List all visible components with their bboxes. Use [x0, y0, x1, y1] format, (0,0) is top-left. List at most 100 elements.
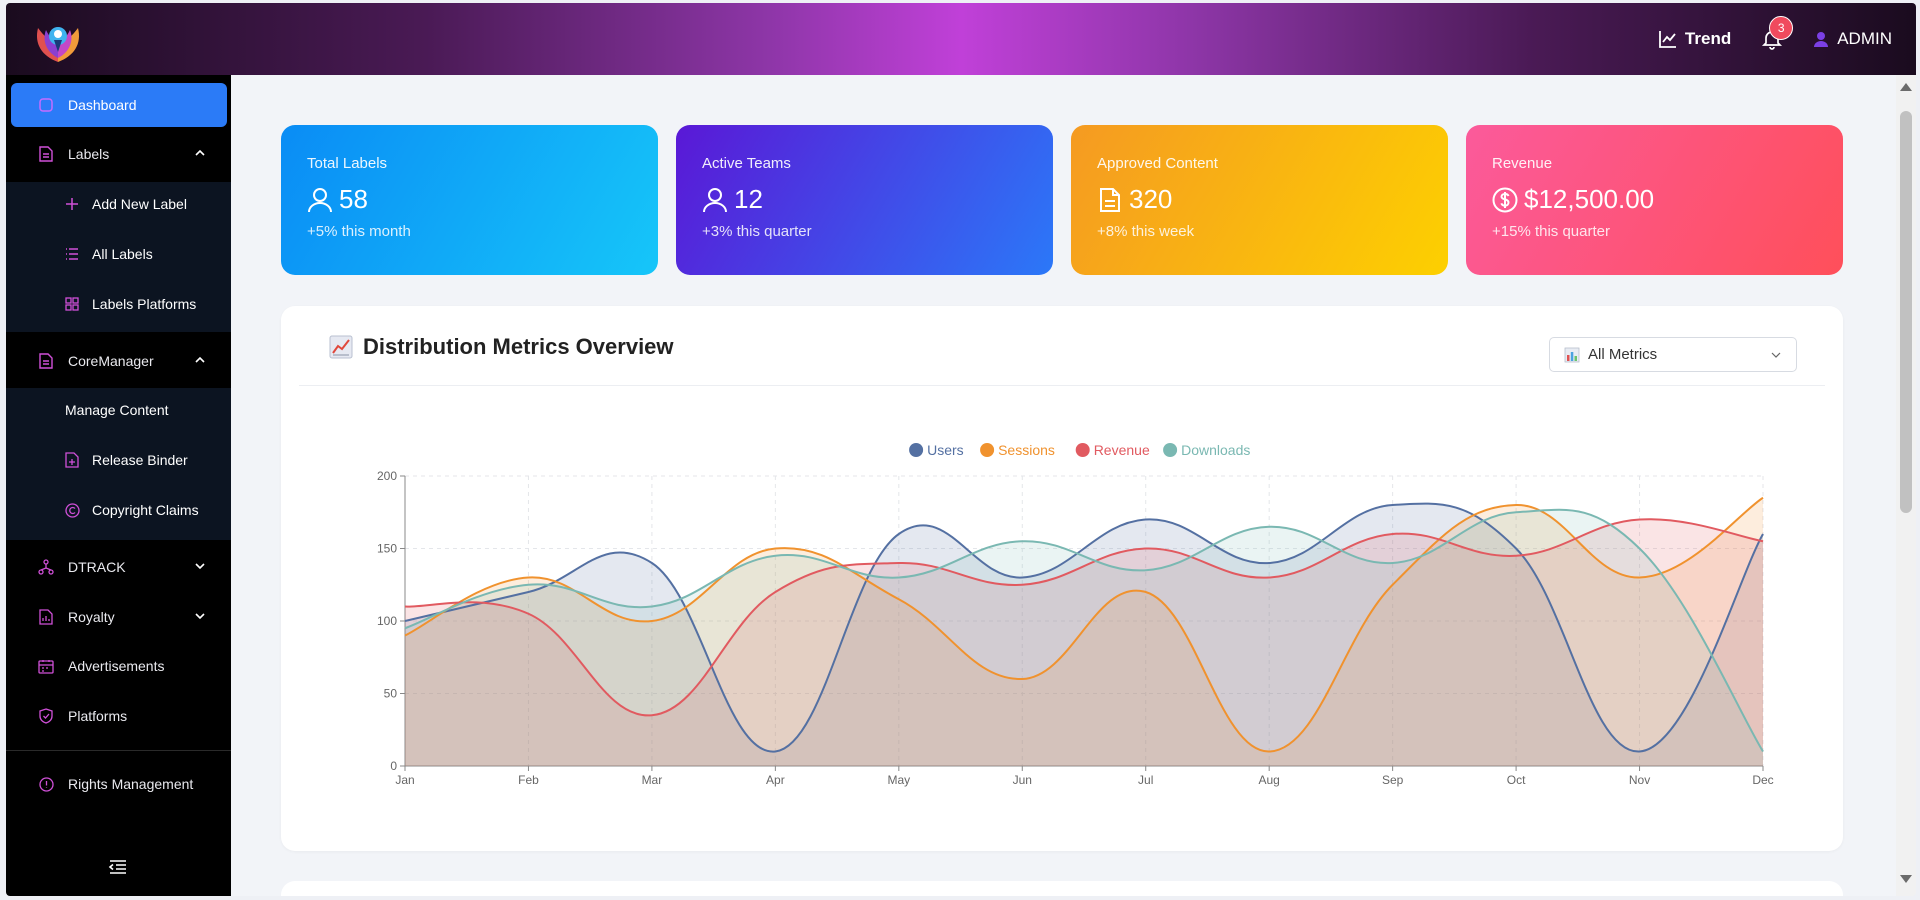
- sidebar-item-manage-content[interactable]: Manage Content: [6, 388, 231, 432]
- sidebar-item-copyright-claims[interactable]: Copyright Claims: [6, 488, 231, 532]
- sidebar-item-label: Advertisements: [68, 658, 165, 674]
- chevron-down-icon: [1771, 352, 1781, 358]
- trend-label: Trend: [1684, 29, 1732, 48]
- sidebar-item-all-labels[interactable]: All Labels: [6, 232, 231, 276]
- sidebar-item-label: All Labels: [92, 246, 153, 262]
- y-tick-label: 100: [377, 614, 397, 628]
- x-tick-label: Jul: [1138, 773, 1153, 787]
- series-area-users: [405, 503, 1763, 766]
- notification-button[interactable]: 3: [1761, 16, 1794, 50]
- x-tick-label: Sep: [1382, 773, 1404, 787]
- main-content: Total Labels 58 +5% this month Active Te…: [231, 75, 1896, 896]
- user-icon: [703, 187, 727, 212]
- sidebar-item-add-new-label[interactable]: Add New Label: [6, 182, 231, 226]
- scroll-down-arrow[interactable]: [1900, 875, 1912, 883]
- stat-card-revenue[interactable]: Revenue $12,500.00 +15% this quarter: [1466, 125, 1843, 275]
- stat-value: 58: [339, 184, 368, 214]
- series-line-sessions: [404, 496, 1764, 753]
- file-plus-icon: [64, 452, 80, 468]
- series-area-revenue: [405, 519, 1763, 766]
- x-tick-label: Feb: [518, 773, 539, 787]
- collapse-sidebar-icon[interactable]: [108, 857, 128, 877]
- stat-change: +15% this quarter: [1492, 223, 1610, 240]
- secondary-card: [281, 881, 1843, 896]
- grid-icon: [64, 296, 80, 312]
- stat-change: +3% this quarter: [702, 223, 812, 240]
- x-tick-label: Mar: [642, 773, 663, 787]
- sidebar-item-dashboard[interactable]: Dashboard: [11, 83, 227, 127]
- x-tick-label: Oct: [1507, 773, 1526, 787]
- sidebar-item-release-binder[interactable]: Release Binder: [6, 438, 231, 482]
- trend-icon: [1659, 31, 1676, 48]
- legend-marker-revenue: [1075, 443, 1090, 457]
- x-tick-label: Aug: [1259, 773, 1280, 787]
- sidebar-item-platforms[interactable]: Platforms: [6, 694, 231, 738]
- app-window: Trend 3 ADMIN Dashboard Labels A: [6, 3, 1916, 896]
- sidebar-item-label: DTRACK: [68, 559, 126, 575]
- sidebar-item-label: CoreManager: [68, 353, 154, 369]
- sidebar-item-label: Platforms: [68, 708, 128, 724]
- x-tick-label: Dec: [1752, 773, 1773, 787]
- sidebar-item-advertisements[interactable]: Advertisements: [6, 644, 231, 688]
- notification-badge: 3: [1769, 16, 1794, 40]
- trend-button[interactable]: Trend: [1659, 29, 1731, 49]
- stat-change: +8% this week: [1097, 223, 1195, 240]
- legend-label-downloads: Downloads: [1181, 442, 1250, 458]
- labels-submenu: Add New Label All Labels Labels Platform…: [6, 182, 231, 332]
- square-icon: [38, 97, 54, 113]
- user-avatar-icon: [1814, 32, 1829, 47]
- stat-card-active-teams[interactable]: Active Teams 12 +3% this quarter: [676, 125, 1053, 275]
- list-icon: [64, 246, 80, 262]
- series-line-revenue: [404, 518, 1764, 717]
- sidebar-item-label: Labels Platforms: [92, 296, 197, 312]
- page-scrollbar[interactable]: [1896, 75, 1916, 896]
- file-icon: [38, 146, 54, 162]
- sidebar-item-label: Labels: [68, 146, 110, 162]
- sidebar-item-labels[interactable]: Labels: [6, 132, 231, 176]
- calendar-icon: [38, 658, 54, 674]
- user-label: ADMIN: [1837, 29, 1892, 48]
- scroll-thumb[interactable]: [1900, 111, 1912, 513]
- sidebar-item-labels-platforms[interactable]: Labels Platforms: [6, 282, 231, 326]
- chart-card-title: Distribution Metrics Overview: [363, 334, 674, 359]
- x-tick-label: Nov: [1629, 773, 1650, 787]
- file-icon: [38, 353, 54, 369]
- brand-logo[interactable]: [32, 18, 84, 64]
- plus-icon: [64, 196, 80, 212]
- shield-icon: [38, 708, 54, 724]
- stat-change: +5% this month: [307, 223, 411, 240]
- stat-value: 12: [734, 184, 763, 214]
- user-menu[interactable]: ADMIN: [1813, 29, 1892, 49]
- y-tick-label: 50: [384, 687, 398, 701]
- sidebar-item-dtrack[interactable]: DTRACK: [6, 545, 231, 589]
- sidebar-item-coremanager[interactable]: CoreManager: [6, 339, 231, 383]
- distribution-chart-card: Distribution Metrics Overview All Metric…: [281, 306, 1843, 851]
- chevron-down-icon: [195, 563, 205, 570]
- sidebar-item-rights-management[interactable]: Rights Management: [6, 762, 231, 806]
- metrics-select[interactable]: All Metrics: [1549, 337, 1797, 372]
- series-line-downloads: [404, 508, 1764, 753]
- metrics-select-value: All Metrics: [1588, 346, 1658, 363]
- network-icon: [38, 559, 54, 575]
- stat-value: 320: [1129, 184, 1173, 214]
- sidebar-item-label: Add New Label: [92, 196, 187, 212]
- stat-card-approved-content[interactable]: Approved Content 320 +8% this week: [1071, 125, 1448, 275]
- y-tick-label: 200: [377, 469, 397, 483]
- copyright-icon: [64, 502, 80, 518]
- sidebar-item-royalty[interactable]: Royalty: [6, 595, 231, 639]
- sidebar-item-label: Rights Management: [68, 776, 194, 792]
- legend-label-sessions: Sessions: [998, 442, 1055, 458]
- sidebar-divider: [6, 750, 231, 751]
- stat-title: Revenue: [1492, 155, 1553, 172]
- stat-card-total-labels[interactable]: Total Labels 58 +5% this month: [281, 125, 658, 275]
- legend-marker-users: [909, 443, 924, 457]
- stat-title: Approved Content: [1097, 155, 1218, 172]
- x-tick-label: Jun: [1013, 773, 1032, 787]
- stat-value: $12,500.00: [1524, 184, 1655, 214]
- distribution-metrics-chart: 0 50 100 150 200 Jan Feb Mar Apr May Jun Jul Aug Sep O…: [377, 442, 1774, 787]
- scroll-up-arrow[interactable]: [1900, 83, 1912, 91]
- coremanager-submenu: Manage Content Release Binder Copyright …: [6, 388, 231, 540]
- stat-title: Active Teams: [702, 155, 791, 172]
- x-tick-label: May: [887, 773, 910, 787]
- legend-label-revenue: Revenue: [1094, 442, 1150, 458]
